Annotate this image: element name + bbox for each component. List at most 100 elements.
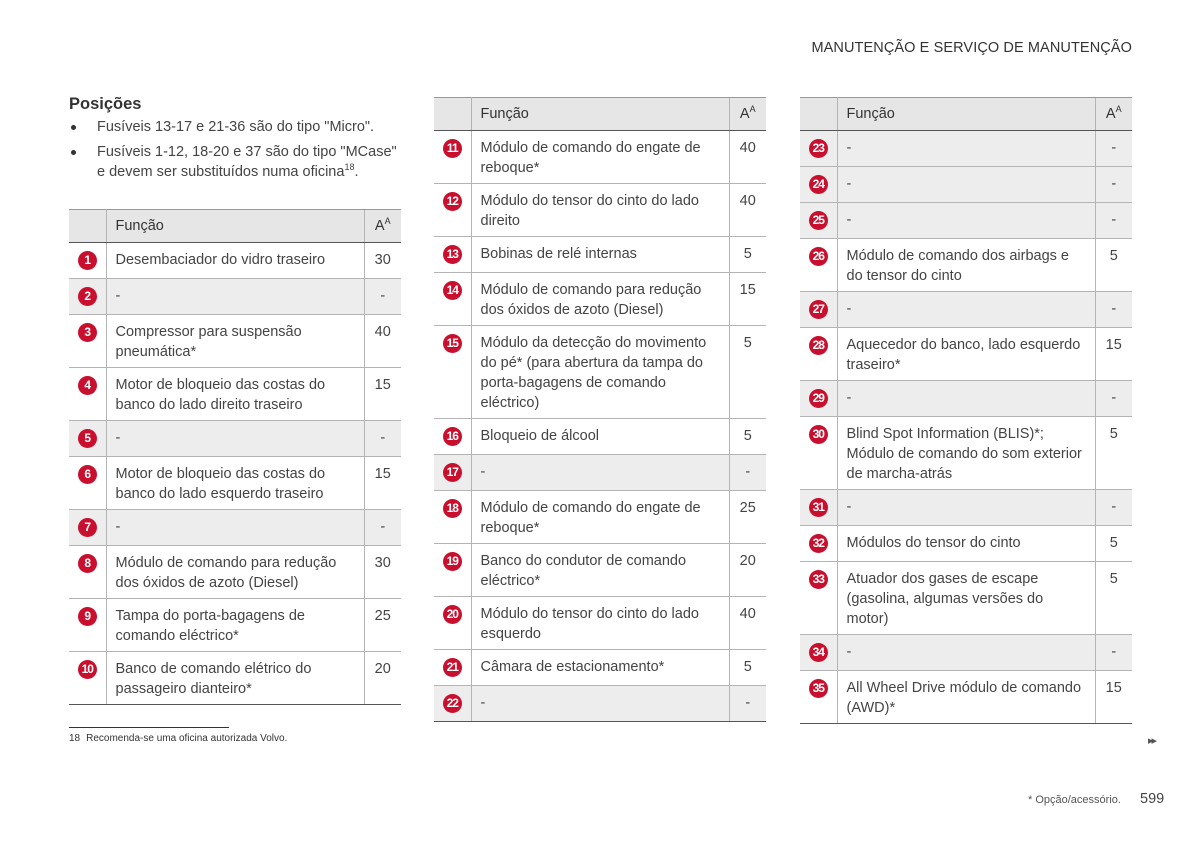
fuse-function: Módulo do tensor do cinto do lado direit…	[471, 183, 729, 237]
fuse-amperage: 5	[1094, 525, 1132, 562]
page-number: 599	[1140, 791, 1165, 807]
fuse-function: All Wheel Drive módulo de comando (AWD)*	[837, 670, 1095, 724]
fuse-table: Função AA 11 Módulo de comando do engate de…	[434, 97, 766, 722]
fuse-number-cell: 22	[434, 685, 472, 722]
fuse-row: 14 Módulo de comando para redução dos óxi…	[434, 272, 766, 326]
fuse-amperage: -	[363, 509, 401, 546]
fuse-number: 35	[808, 679, 828, 698]
fuse-row: 25- -	[800, 202, 1132, 239]
fuse-number-cell: 32	[800, 525, 838, 562]
fuse-number-cell: 35	[800, 670, 838, 724]
bullet-text: Fusíveis 13-17 e 21-36 são do tipo "Micr…	[97, 119, 375, 135]
fuse-row: 4 Motor de bloqueio das costas do banco d…	[69, 367, 401, 421]
fuse-number-cell: 6	[69, 456, 107, 510]
fuse-number: 3	[77, 323, 97, 342]
fuse-row: 10 Banco de comando elétrico do passageir…	[69, 651, 401, 705]
fuse-amperage: 40	[728, 130, 766, 184]
header-amp: AA	[728, 97, 766, 131]
fuse-function: Módulo de comando para redução dos óxido…	[106, 545, 364, 599]
fuse-row: 28 Aquecedor do banco, lado esquerdo tras…	[800, 327, 1132, 381]
fuse-number-cell: 10	[69, 651, 107, 705]
fuse-row: 18 Módulo de comando do engate de reboque…	[434, 490, 766, 544]
fuse-row: 21 Câmara de estacionamento* 5	[434, 649, 766, 686]
fuse-amperage: -	[728, 454, 766, 491]
fuse-number: 33	[808, 570, 828, 589]
fuse-number: 13	[442, 245, 462, 264]
fuse-amperage: 15	[363, 456, 401, 510]
fuse-number: 12	[442, 192, 462, 211]
fuse-function: Atuador dos gases de escape (gasolina, a…	[837, 561, 1095, 635]
fuse-function: Bobinas de relé internas	[471, 236, 729, 273]
fuse-number: 28	[808, 336, 828, 355]
fuse-function: -	[106, 278, 364, 315]
fuse-row: 34- -	[800, 634, 1132, 671]
fuse-number: 23	[808, 139, 828, 158]
header-row: Função AA	[69, 209, 401, 243]
fuse-number: 15	[442, 334, 462, 353]
fuse-number-cell: 15	[434, 325, 472, 419]
fuse-row: 7--	[69, 509, 401, 546]
fuse-number-cell: 5	[69, 420, 107, 457]
fuse-amperage: 30	[363, 242, 401, 279]
fuse-row: 31- -	[800, 489, 1132, 526]
fuse-number-cell: 16	[434, 418, 472, 455]
fuse-number-cell: 14	[434, 272, 472, 326]
fuse-amperage: -	[363, 278, 401, 315]
footer-note: * Opção/acessório.	[1028, 794, 1121, 806]
fuse-number: 8	[77, 554, 97, 573]
fuse-number-cell: 21	[434, 649, 472, 686]
fuse-row: 17- -	[434, 454, 766, 491]
fuse-number: 5	[77, 429, 97, 448]
fuse-number-cell: 20	[434, 596, 472, 650]
fuse-number-cell: 34	[800, 634, 838, 671]
header-function: Função	[106, 209, 364, 243]
fuse-amperage: 5	[728, 236, 766, 273]
fuse-amperage: -	[1094, 634, 1132, 671]
header-row: Função AA	[800, 97, 1132, 131]
amp-sup: A	[749, 104, 756, 115]
fuse-row: 11 Módulo de comando do engate de reboque…	[434, 130, 766, 184]
fuse-number-cell: 30	[800, 416, 838, 490]
fuse-function: Câmara de estacionamento*	[471, 649, 729, 686]
fuse-function: Desembaciador do vidro traseiro	[106, 242, 364, 279]
fuse-number: 31	[808, 498, 828, 517]
fuse-function: Módulo de comando do engate de reboque*	[471, 130, 729, 184]
fuse-amperage: 5	[1094, 416, 1132, 490]
fuse-amperage: -	[1094, 291, 1132, 328]
fuse-row: 24- -	[800, 166, 1132, 203]
fuse-row: 5--	[69, 420, 401, 457]
fuse-row: 9 Tampa do porta-bagagens de comando eléc…	[69, 598, 401, 652]
fuse-number: 24	[808, 175, 828, 194]
fuse-number-cell: 2	[69, 278, 107, 315]
fuse-number-cell: 9	[69, 598, 107, 652]
footnote-rule	[69, 727, 229, 728]
fuse-number: 27	[808, 300, 828, 319]
fuse-number-cell: 11	[434, 130, 472, 184]
header-cell	[434, 97, 472, 131]
fuse-amperage: 5	[728, 325, 766, 419]
fuse-number: 25	[808, 211, 828, 230]
fuse-amperage: -	[1094, 166, 1132, 203]
fuse-function: -	[837, 166, 1095, 203]
footnote: 18 Recomenda-se uma oficina autorizada Vo…	[69, 733, 287, 744]
fuse-amperage: 15	[1094, 327, 1132, 381]
fuse-table: Função AA 23- -24- -25- -26 Módulo de comando …	[800, 97, 1132, 724]
fuse-function: -	[471, 454, 729, 491]
fuse-amperage: 40	[363, 314, 401, 368]
fuse-function: Banco de comando elétrico do passageiro …	[106, 651, 364, 705]
fuse-row: 16 Bloqueio de álcool 5	[434, 418, 766, 455]
fuse-number-cell: 25	[800, 202, 838, 239]
fuse-number-cell: 23	[800, 130, 838, 167]
fuse-amperage: 15	[1094, 670, 1132, 724]
amp-sup: A	[384, 216, 391, 227]
fuse-row: 32 Módulos do tensor do cinto 5	[800, 525, 1132, 562]
fuse-function: -	[106, 509, 364, 546]
fuse-number: 4	[77, 376, 97, 395]
fuse-number-cell: 7	[69, 509, 107, 546]
bullet-item: Fusíveis 13-17 e 21-36 são do tipo "Micr…	[69, 117, 399, 137]
fuse-number: 2	[77, 287, 97, 306]
fuse-number: 21	[442, 658, 462, 677]
fuse-amperage: 5	[728, 418, 766, 455]
amp-label: A	[374, 218, 385, 234]
fuse-row: 3 Compressor para suspensão pneumática* 40	[69, 314, 401, 368]
